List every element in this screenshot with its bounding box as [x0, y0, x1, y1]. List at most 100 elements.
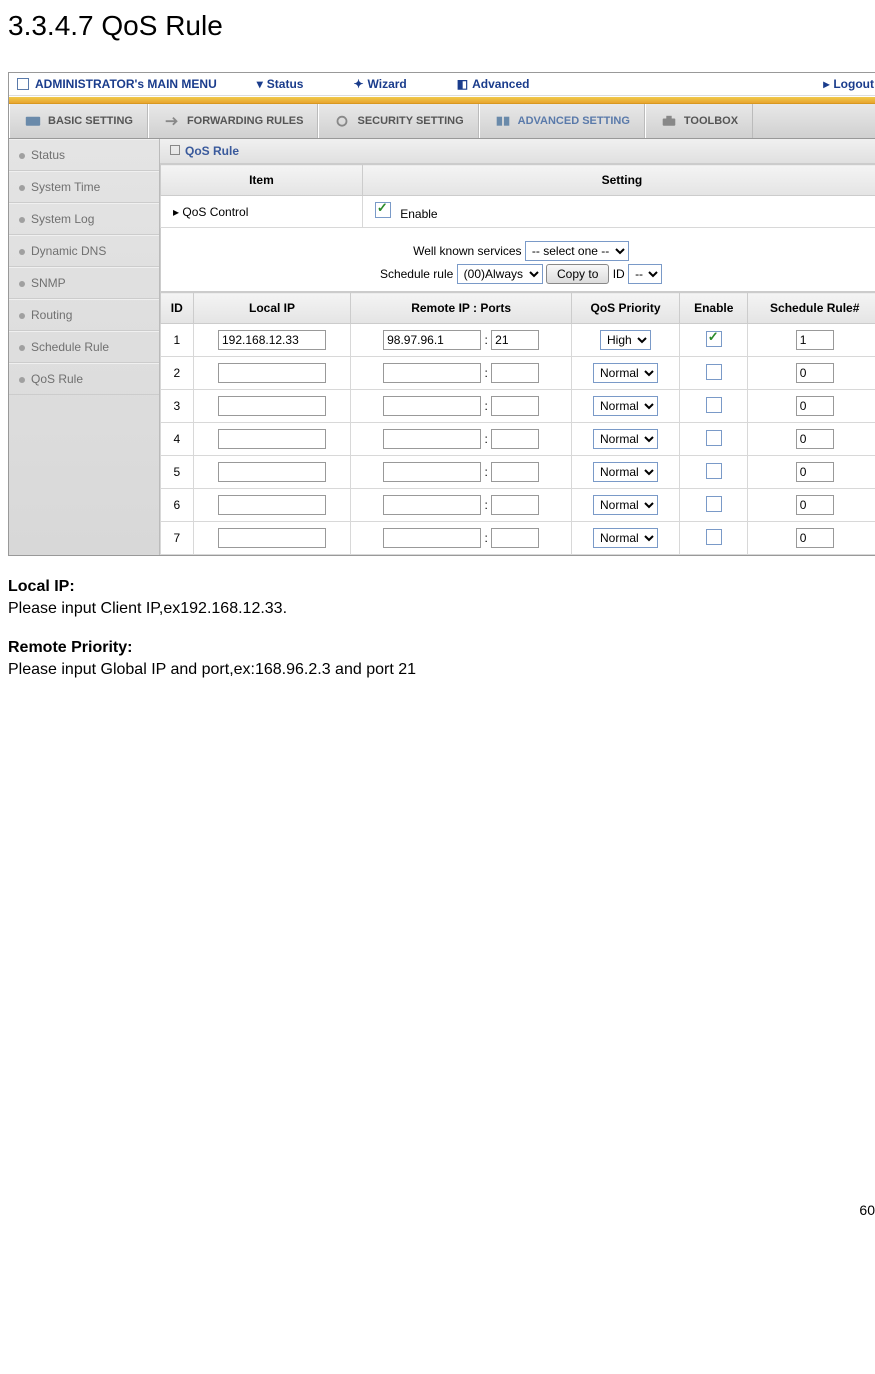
qos-enable-checkbox[interactable]: [375, 202, 391, 218]
local-ip-input[interactable]: [218, 363, 326, 383]
sidebar-item-system-time[interactable]: System Time: [9, 171, 159, 203]
menu-advanced[interactable]: ◧ Advanced: [457, 77, 530, 91]
sidebar-item-system-log[interactable]: System Log: [9, 203, 159, 235]
toolbox-icon: [660, 114, 678, 128]
remote-ip-input[interactable]: [383, 528, 481, 548]
enable-checkbox[interactable]: [706, 397, 722, 413]
schedule-rule-input[interactable]: [796, 330, 834, 350]
schedule-rule-input[interactable]: [796, 363, 834, 383]
sidebar-item-snmp[interactable]: SNMP: [9, 267, 159, 299]
page-number: 60: [8, 1202, 875, 1218]
local-ip-input[interactable]: [218, 429, 326, 449]
priority-select[interactable]: Normal: [593, 462, 658, 482]
port-input[interactable]: [491, 462, 539, 482]
enable-checkbox[interactable]: [706, 364, 722, 380]
sidebar-label: System Time: [31, 180, 100, 194]
local-ip-input[interactable]: [218, 330, 326, 350]
port-input[interactable]: [491, 330, 539, 350]
sidebar: Status System Time System Log Dynamic DN…: [9, 139, 160, 555]
port-input[interactable]: [491, 363, 539, 383]
remote-ip-input[interactable]: [383, 495, 481, 515]
tab-advanced-setting[interactable]: ADVANCED SETTING: [479, 104, 645, 138]
priority-select[interactable]: Normal: [593, 363, 658, 383]
tab-security-setting[interactable]: SECURITY SETTING: [318, 104, 478, 138]
enable-checkbox[interactable]: [706, 529, 722, 545]
th-qos-priority: QoS Priority: [571, 293, 679, 324]
advanced-icon: ◧: [457, 77, 468, 91]
remote-ip-input[interactable]: [383, 429, 481, 449]
priority-select[interactable]: Normal: [593, 396, 658, 416]
cell-id: 1: [161, 324, 194, 357]
router-admin-screenshot: ADMINISTRATOR's MAIN MENU ▾ Status ✦ Wiz…: [8, 72, 875, 556]
priority-select[interactable]: Normal: [593, 528, 658, 548]
orange-divider: [9, 96, 875, 104]
id-select[interactable]: --: [628, 264, 662, 284]
sidebar-label: System Log: [31, 212, 94, 226]
sidebar-item-status[interactable]: Status: [9, 139, 159, 171]
well-known-label: Well known services: [413, 244, 521, 258]
enable-checkbox[interactable]: [706, 463, 722, 479]
remote-ip-input[interactable]: [383, 462, 481, 482]
local-ip-input[interactable]: [218, 396, 326, 416]
port-input[interactable]: [491, 495, 539, 515]
tab-basic-label: BASIC SETTING: [48, 115, 133, 127]
remote-ip-input[interactable]: [383, 396, 481, 416]
port-input[interactable]: [491, 429, 539, 449]
well-known-select[interactable]: -- select one --: [525, 241, 629, 261]
sidebar-item-qos-rule[interactable]: QoS Rule: [9, 363, 159, 395]
menu-logout[interactable]: ▸ Logout: [823, 77, 874, 91]
enable-checkbox[interactable]: [706, 430, 722, 446]
cell-id: 6: [161, 489, 194, 522]
menu-status[interactable]: ▾ Status: [257, 77, 304, 91]
sidebar-label: Dynamic DNS: [31, 244, 106, 258]
th-local-ip: Local IP: [193, 293, 351, 324]
panel-title: QoS Rule: [160, 139, 875, 164]
admin-menu-title: ADMINISTRATOR's MAIN MENU: [35, 77, 217, 91]
tab-forwarding-rules[interactable]: FORWARDING RULES: [148, 104, 319, 138]
schedule-rule-select[interactable]: (00)Always: [457, 264, 543, 284]
cell-id: 4: [161, 423, 194, 456]
schedule-rule-input[interactable]: [796, 462, 834, 482]
priority-select[interactable]: High: [600, 330, 651, 350]
schedule-rule-input[interactable]: [796, 429, 834, 449]
table-row: 5 : Normal: [161, 456, 875, 489]
local-ip-input[interactable]: [218, 462, 326, 482]
cell-id: 7: [161, 522, 194, 555]
description: Local IP: Please input Client IP,ex192.1…: [8, 576, 875, 682]
local-ip-input[interactable]: [218, 528, 326, 548]
schedule-rule-input[interactable]: [796, 495, 834, 515]
remote-ip-input[interactable]: [383, 363, 481, 383]
schedule-rule-input[interactable]: [796, 528, 834, 548]
cell-id: 3: [161, 390, 194, 423]
tab-bar: BASIC SETTING FORWARDING RULES SECURITY …: [9, 104, 875, 139]
square-icon: [17, 78, 29, 90]
sidebar-item-routing[interactable]: Routing: [9, 299, 159, 331]
tab-basic-setting[interactable]: BASIC SETTING: [9, 104, 148, 138]
menu-wizard[interactable]: ✦ Wizard: [353, 77, 406, 91]
local-ip-input[interactable]: [218, 495, 326, 515]
sidebar-item-dynamic-dns[interactable]: Dynamic DNS: [9, 235, 159, 267]
enable-checkbox[interactable]: [706, 331, 722, 347]
tab-toolbox[interactable]: TOOLBOX: [645, 104, 753, 138]
schedule-rule-input[interactable]: [796, 396, 834, 416]
qos-rule-table: ID Local IP Remote IP : Ports QoS Priori…: [160, 292, 875, 555]
tab-advanced-label: ADVANCED SETTING: [518, 115, 630, 127]
security-icon: [333, 114, 351, 128]
menu-wizard-label: Wizard: [368, 77, 407, 91]
port-input[interactable]: [491, 396, 539, 416]
priority-select[interactable]: Normal: [593, 429, 658, 449]
priority-select[interactable]: Normal: [593, 495, 658, 515]
cell-id: 5: [161, 456, 194, 489]
remote-priority-title: Remote Priority:: [8, 639, 132, 656]
copy-to-button[interactable]: Copy to: [546, 264, 609, 284]
qos-control-label: ▸ QoS Control: [161, 196, 363, 228]
port-input[interactable]: [491, 528, 539, 548]
advanced-setting-icon: [494, 114, 512, 128]
enable-checkbox[interactable]: [706, 496, 722, 512]
basic-setting-icon: [24, 114, 42, 128]
sidebar-item-schedule-rule[interactable]: Schedule Rule: [9, 331, 159, 363]
section-title: 3.3.4.7 QoS Rule: [8, 10, 875, 42]
remote-ip-input[interactable]: [383, 330, 481, 350]
sidebar-label: Routing: [31, 308, 72, 322]
sidebar-label: QoS Rule: [31, 372, 83, 386]
